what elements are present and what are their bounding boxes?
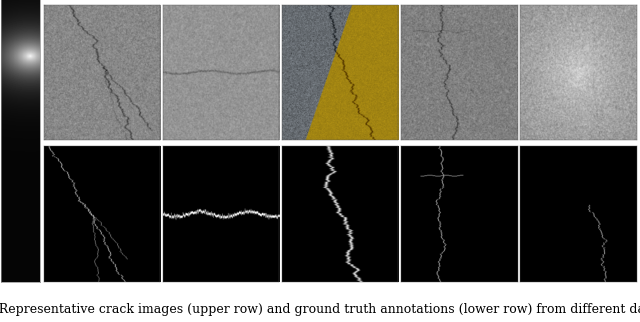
- Text: Fig. 3: Representative crack images (upper row) and ground truth annotations (lo: Fig. 3: Representative crack images (upp…: [0, 303, 640, 316]
